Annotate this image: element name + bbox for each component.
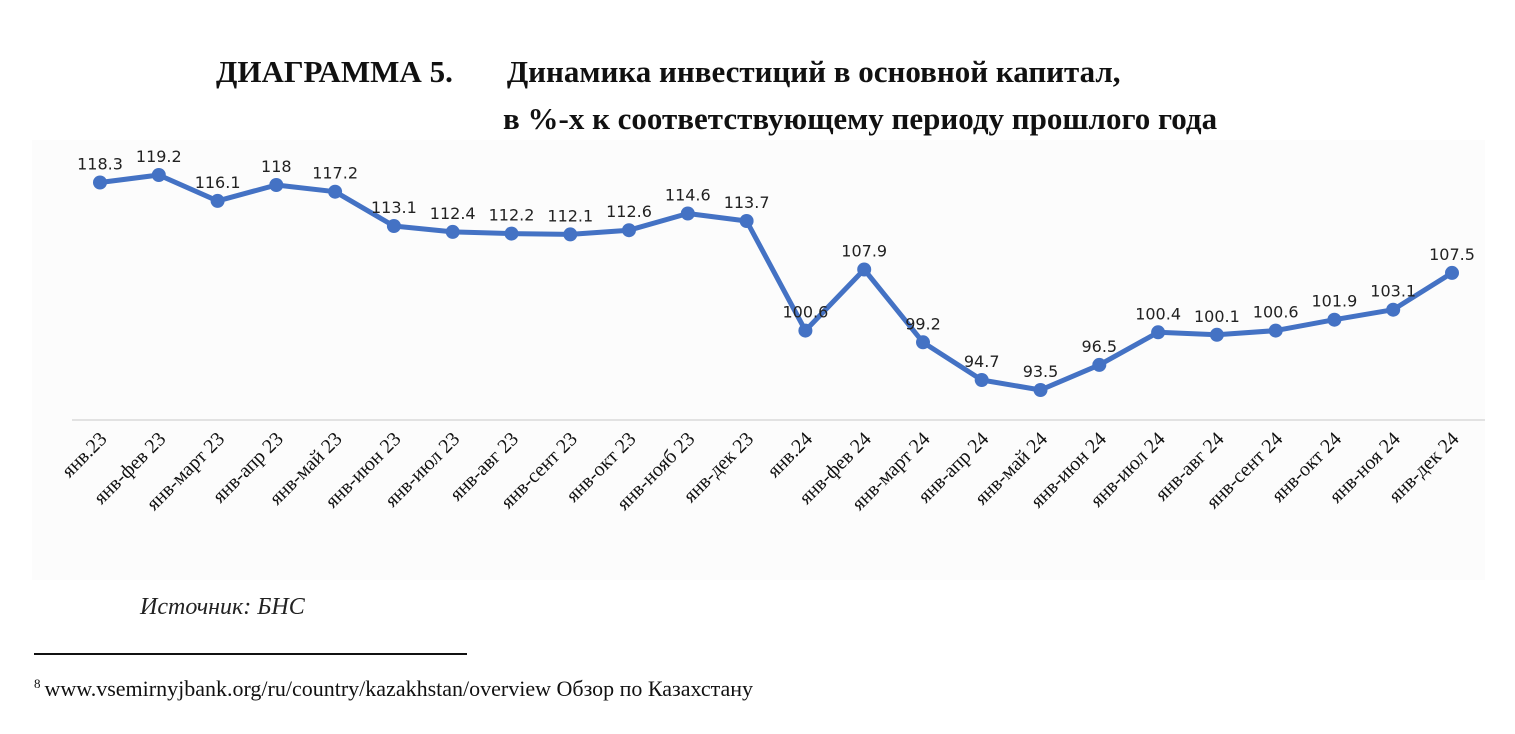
data-label: 99.2 xyxy=(905,314,941,333)
data-point xyxy=(798,323,813,338)
chart-area: 118.3 119.2 116.1 118 117.2 113.1 112.4 112.2 11… xyxy=(32,140,1485,580)
chart-subtitle: в %-х к соответствующему периоду прошлог… xyxy=(503,101,1218,136)
chart-title-block: ДИАГРАММА 5. Динамика инвестиций в основн… xyxy=(0,0,1515,150)
data-label: 96.5 xyxy=(1081,337,1117,356)
data-label: 113.1 xyxy=(371,198,417,217)
data-label: 100.1 xyxy=(1194,307,1240,326)
data-label: 117.2 xyxy=(312,164,358,183)
data-label: 101.9 xyxy=(1311,292,1357,311)
data-label: 118.3 xyxy=(77,155,123,174)
data-point xyxy=(1209,327,1224,342)
x-tick-label: янв.24 xyxy=(763,428,817,482)
data-point xyxy=(1268,323,1283,338)
footnote-text: www.vsemirnyjbank.org/ru/country/kazakhs… xyxy=(44,676,754,701)
data-label: 93.5 xyxy=(1023,362,1059,381)
data-point xyxy=(504,226,519,241)
data-point xyxy=(739,214,754,228)
data-point xyxy=(151,168,166,182)
data-point xyxy=(269,178,284,192)
data-point xyxy=(386,219,401,233)
data-label: 112.6 xyxy=(606,202,652,221)
data-label: 103.1 xyxy=(1370,282,1416,301)
data-point xyxy=(622,223,636,238)
data-label: 119.2 xyxy=(136,147,182,166)
data-point xyxy=(974,373,989,387)
data-label: 94.7 xyxy=(964,352,1000,371)
source-note: Источник: БНС xyxy=(140,594,305,620)
chart-title-line1: ДИАГРАММА 5. Динамика инвестиций в основн… xyxy=(216,54,1121,90)
data-label: 107.9 xyxy=(841,242,887,261)
data-point xyxy=(1445,265,1459,280)
footnote: 8 www.vsemirnyjbank.org/ru/country/kazakh… xyxy=(34,676,753,702)
data-point xyxy=(1033,383,1048,397)
data-point xyxy=(1151,325,1166,340)
data-point xyxy=(563,227,578,242)
data-label: 113.7 xyxy=(724,193,770,212)
data-point xyxy=(93,175,107,190)
data-point xyxy=(1092,357,1107,372)
data-label: 100.4 xyxy=(1135,304,1181,323)
footnote-marker: 8 xyxy=(34,676,41,691)
data-point xyxy=(1327,312,1342,327)
data-point xyxy=(328,184,343,199)
data-label: 118 xyxy=(261,157,292,176)
data-label: 116.1 xyxy=(195,173,241,192)
series-line xyxy=(97,172,1455,393)
data-label: 107.5 xyxy=(1429,245,1475,264)
data-label: 112.4 xyxy=(430,204,476,223)
data-point xyxy=(1386,302,1401,317)
data-label: 100.6 xyxy=(1253,303,1299,322)
data-point xyxy=(916,335,930,350)
data-point xyxy=(680,206,695,221)
data-point xyxy=(857,262,872,277)
footnote-divider xyxy=(34,653,467,655)
data-label: 114.6 xyxy=(665,186,711,205)
data-label: 112.2 xyxy=(489,206,535,225)
diagram-label: ДИАГРАММА 5. xyxy=(216,54,453,89)
data-point xyxy=(445,224,460,239)
x-tick-label: янв.23 xyxy=(58,428,112,482)
data-label: 112.1 xyxy=(547,206,593,225)
data-label: 100.6 xyxy=(782,303,828,322)
line-chart: 118.3 119.2 116.1 118 117.2 113.1 112.4 112.2 11… xyxy=(58,147,1485,515)
chart-title-text: Динамика инвестиций в основной капитал, xyxy=(506,54,1121,89)
data-point xyxy=(210,193,225,208)
